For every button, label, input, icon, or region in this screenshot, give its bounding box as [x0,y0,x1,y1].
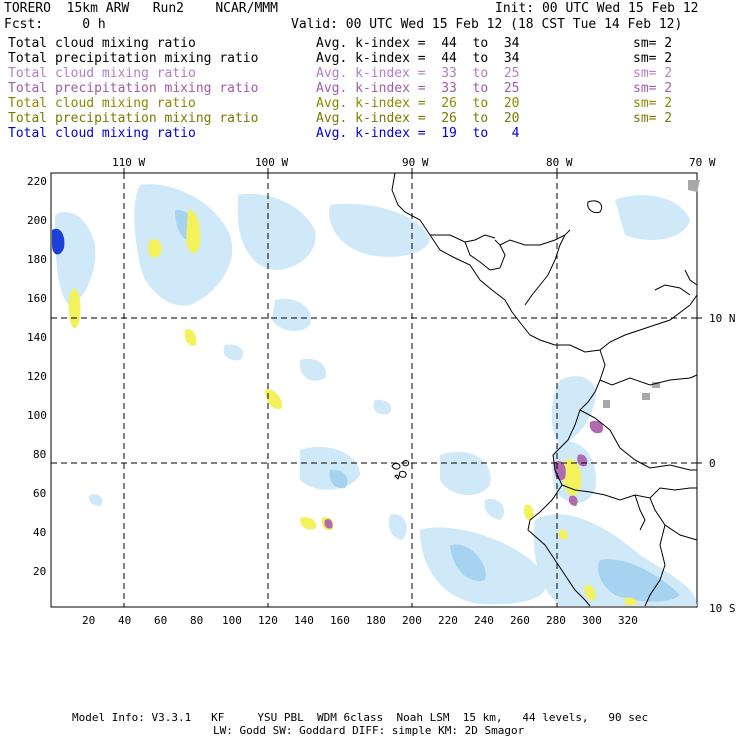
y-tick-160: 160 [27,292,47,305]
tick-marks [123,168,702,464]
lat-label-0: 0 [709,457,716,470]
legend-sm-2: sm= 2 [633,51,673,66]
x-tick-40: 40 [118,614,131,627]
legend-kindex-4: Avg. k-index = 33 to 25 [316,81,520,96]
x-tick-140: 140 [294,614,314,627]
legend-sm-4: sm= 2 [633,81,673,96]
legend-field-6: Total precipitation mixing ratio [8,111,259,126]
y-tick-80: 80 [33,448,46,461]
legend-field-2: Total precipitation mixing ratio [8,51,259,66]
legend-field-3: Total cloud mixing ratio [8,66,196,81]
y-tick-60: 60 [33,487,46,500]
valid-time: Valid: 00 UTC Wed 15 Feb 12 (18 CST Tue … [291,17,683,32]
legend-sm-5: sm= 2 [633,96,673,111]
y-tick-140: 140 [27,331,47,344]
y-tick-180: 180 [27,253,47,266]
model-title: TORERO 15km ARW Run2 NCAR/MMM [4,1,278,16]
y-tick-20: 20 [33,565,46,578]
y-tick-200: 200 [27,214,47,227]
x-tick-60: 60 [154,614,167,627]
x-tick-20: 20 [82,614,95,627]
x-tick-260: 260 [510,614,530,627]
x-tick-180: 180 [366,614,386,627]
lon-label-70w: 70 W [689,156,716,169]
legend-field-5: Total cloud mixing ratio [8,96,196,111]
legend-sm-6: sm= 2 [633,111,673,126]
legend-field-4: Total precipitation mixing ratio [8,81,259,96]
y-tick-100: 100 [27,409,47,422]
lon-label-80w: 80 W [546,156,573,169]
legend-kindex-3: Avg. k-index = 33 to 25 [316,66,520,81]
legend-sm-3: sm= 2 [633,66,673,81]
legend-kindex-6: Avg. k-index = 26 to 20 [316,111,520,126]
lat-label-10s: 10 S [709,602,736,615]
legend-sm-1: sm= 2 [633,36,673,51]
y-tick-220: 220 [27,175,47,188]
legend-field-1: Total cloud mixing ratio [8,36,196,51]
model-physics: LW: Godd SW: Goddard DIFF: simple KM: 2D… [213,724,525,737]
lat-label-10n: 10 N [709,312,736,325]
x-tick-80: 80 [190,614,203,627]
forecast-hour: Fcst: 0 h [4,17,106,32]
x-tick-240: 240 [474,614,494,627]
x-tick-300: 300 [582,614,602,627]
lon-label-90w: 90 W [402,156,429,169]
graticule [51,173,697,607]
model-info: Model Info: V3.3.1 KF YSU PBL WDM 6class… [72,711,649,724]
legend-kindex-2: Avg. k-index = 44 to 34 [316,51,520,66]
x-tick-160: 160 [330,614,350,627]
x-tick-200: 200 [402,614,422,627]
y-tick-120: 120 [27,370,47,383]
y-tick-40: 40 [33,526,46,539]
init-time: Init: 00 UTC Wed 15 Feb 12 [495,1,699,16]
x-tick-100: 100 [222,614,242,627]
lon-label-110w: 110 W [112,156,145,169]
x-tick-120: 120 [258,614,278,627]
cloud-field [52,180,700,606]
legend-kindex-7: Avg. k-index = 19 to 4 [316,126,520,141]
legend-kindex-1: Avg. k-index = 44 to 34 [316,36,520,51]
legend-field-7: Total cloud mixing ratio [8,126,196,141]
map-frame [50,172,698,608]
legend-kindex-5: Avg. k-index = 26 to 20 [316,96,520,111]
lon-label-100w: 100 W [255,156,288,169]
x-tick-220: 220 [438,614,458,627]
x-tick-280: 280 [546,614,566,627]
coastlines [391,172,698,607]
x-tick-320: 320 [618,614,638,627]
